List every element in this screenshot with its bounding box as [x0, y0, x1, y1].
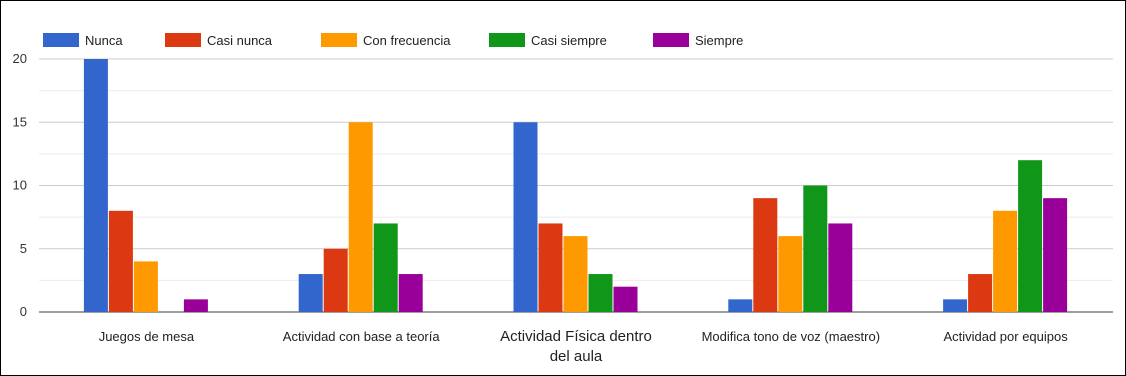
x-axis-labels: Juegos de mesa Actividad con base a teorí…	[99, 328, 1069, 365]
x-tick-label: Juegos de mesa	[99, 329, 195, 344]
y-tick-label: 10	[13, 178, 27, 193]
bar	[348, 122, 373, 312]
gridlines	[39, 58, 1113, 313]
legend-label: Casi nunca	[207, 33, 273, 48]
bar	[133, 261, 158, 312]
bar	[613, 286, 638, 312]
bar	[398, 274, 423, 312]
x-tick-label: Modifica tono de voz (maestro)	[702, 329, 880, 344]
y-tick-label: 20	[13, 51, 27, 66]
bar	[968, 274, 993, 312]
legend-swatch	[489, 33, 525, 47]
bar	[1043, 198, 1068, 312]
y-axis-ticks: 0 5 10 15 20	[13, 51, 27, 319]
y-tick-label: 0	[20, 304, 27, 319]
legend-label: Casi siempre	[531, 33, 607, 48]
bar	[183, 299, 208, 312]
bar	[563, 236, 588, 312]
bar	[513, 122, 538, 312]
x-tick-label: Actividad Física dentro	[500, 328, 652, 345]
x-tick-label: Actividad por equipos	[943, 329, 1068, 344]
x-tick-label: del aula	[550, 348, 603, 365]
bar	[323, 248, 348, 312]
bar	[538, 223, 563, 312]
legend-label: Con frecuencia	[363, 33, 451, 48]
x-tick-label: Actividad con base a teoría	[283, 329, 441, 344]
bar	[728, 299, 753, 312]
bar	[1018, 160, 1043, 312]
bar	[108, 210, 133, 312]
bar	[753, 198, 778, 312]
bar	[298, 274, 323, 312]
legend-label: Nunca	[85, 33, 123, 48]
bar	[943, 299, 968, 312]
y-tick-label: 5	[20, 241, 27, 256]
bar	[778, 236, 803, 312]
bar	[588, 274, 613, 312]
legend-swatch	[165, 33, 201, 47]
y-tick-label: 15	[13, 114, 27, 129]
bar	[828, 223, 853, 312]
legend-swatch	[653, 33, 689, 47]
legend-label: Siempre	[695, 33, 743, 48]
legend-swatch	[43, 33, 79, 47]
bar	[993, 210, 1018, 312]
bar	[803, 185, 828, 312]
legend-swatch	[321, 33, 357, 47]
bar	[83, 59, 108, 312]
bars	[83, 59, 1068, 312]
legend: Nunca Casi nunca Con frecuencia Casi siempr…	[43, 33, 743, 48]
bar	[373, 223, 398, 312]
